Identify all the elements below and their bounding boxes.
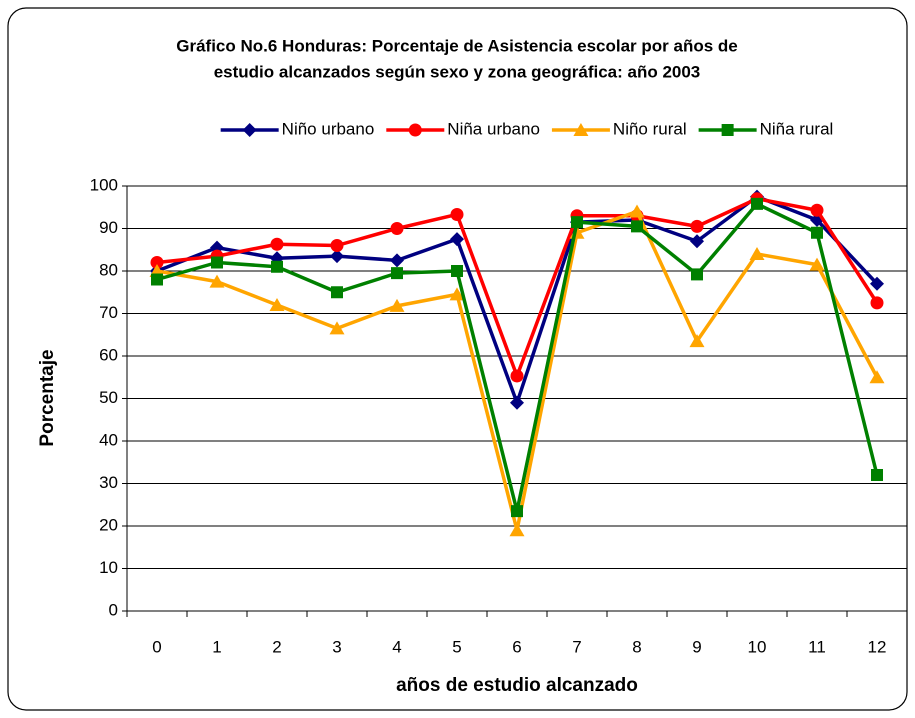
x-tick-label: 5	[452, 637, 461, 656]
y-tick-label: 0	[109, 600, 118, 619]
marker	[242, 123, 257, 137]
marker	[573, 123, 589, 136]
marker	[408, 123, 422, 137]
y-tick-label: 40	[99, 430, 118, 449]
x-tick-label: 11	[808, 637, 826, 656]
x-tick-label: 10	[748, 637, 767, 656]
marker	[571, 216, 583, 229]
marker	[211, 256, 223, 269]
marker	[209, 274, 225, 288]
marker	[391, 267, 403, 280]
marker	[330, 249, 344, 264]
x-tick-label: 3	[332, 637, 341, 656]
x-tick-label: 8	[632, 637, 641, 656]
x-tick-label: 0	[152, 637, 161, 656]
marker	[629, 204, 645, 218]
marker	[329, 321, 345, 335]
marker	[450, 207, 464, 221]
marker	[871, 469, 883, 481]
y-tick-label: 60	[99, 345, 118, 364]
marker	[331, 286, 343, 299]
marker	[751, 197, 763, 210]
y-axis-title: Porcentaje	[37, 349, 58, 446]
y-tick-label: 20	[99, 515, 118, 534]
marker	[271, 260, 283, 273]
legend-label: Niño urbano	[282, 119, 375, 138]
y-tick-label: 90	[99, 218, 118, 237]
legend-label: Niña urbano	[447, 119, 540, 138]
marker	[451, 265, 463, 277]
chart-title: Gráfico No.6 Honduras: Porcentaje de Asi…	[176, 36, 737, 55]
marker	[749, 247, 765, 260]
marker	[390, 222, 404, 235]
marker	[510, 369, 524, 383]
x-tick-label: 1	[212, 637, 221, 656]
marker	[631, 220, 643, 233]
marker	[809, 257, 825, 271]
marker	[510, 395, 524, 410]
marker	[689, 334, 705, 348]
marker	[151, 273, 163, 286]
marker	[330, 239, 344, 252]
y-tick-label: 100	[90, 175, 118, 194]
marker	[509, 523, 525, 537]
marker	[810, 203, 824, 217]
x-tick-label: 4	[392, 637, 401, 656]
y-tick-label: 80	[99, 260, 118, 279]
marker	[690, 234, 704, 249]
marker	[870, 276, 884, 291]
marker	[721, 124, 734, 136]
marker	[150, 256, 164, 269]
y-tick-label: 70	[99, 303, 118, 322]
marker	[811, 226, 823, 239]
chart-border	[7, 7, 908, 711]
x-tick-label: 12	[868, 637, 887, 656]
marker	[869, 370, 885, 384]
x-tick-label: 9	[692, 637, 701, 656]
x-tick-label: 6	[512, 637, 521, 656]
marker	[269, 298, 285, 311]
marker	[691, 268, 703, 281]
marker	[270, 237, 284, 251]
marker	[511, 505, 523, 518]
marker	[389, 298, 405, 312]
marker	[450, 232, 464, 247]
legend-label: Niña rural	[760, 119, 834, 138]
marker	[390, 253, 404, 268]
legend: Niño urbano Niña urbano Niño rural Niña rur…	[220, 119, 834, 138]
x-axis-title: años de estudio alcanzado	[396, 675, 638, 696]
legend-label: Niño rural	[613, 119, 687, 138]
x-tick-label: 7	[572, 637, 581, 656]
marker	[449, 287, 465, 301]
y-tick-label: 50	[99, 388, 118, 407]
chart-title: estudio alcanzados según sexo y zona geo…	[214, 62, 701, 81]
y-tick-label: 10	[99, 558, 118, 577]
x-tick-label: 2	[272, 637, 281, 656]
marker	[690, 219, 704, 233]
marker	[870, 296, 884, 310]
y-tick-label: 30	[99, 473, 118, 492]
